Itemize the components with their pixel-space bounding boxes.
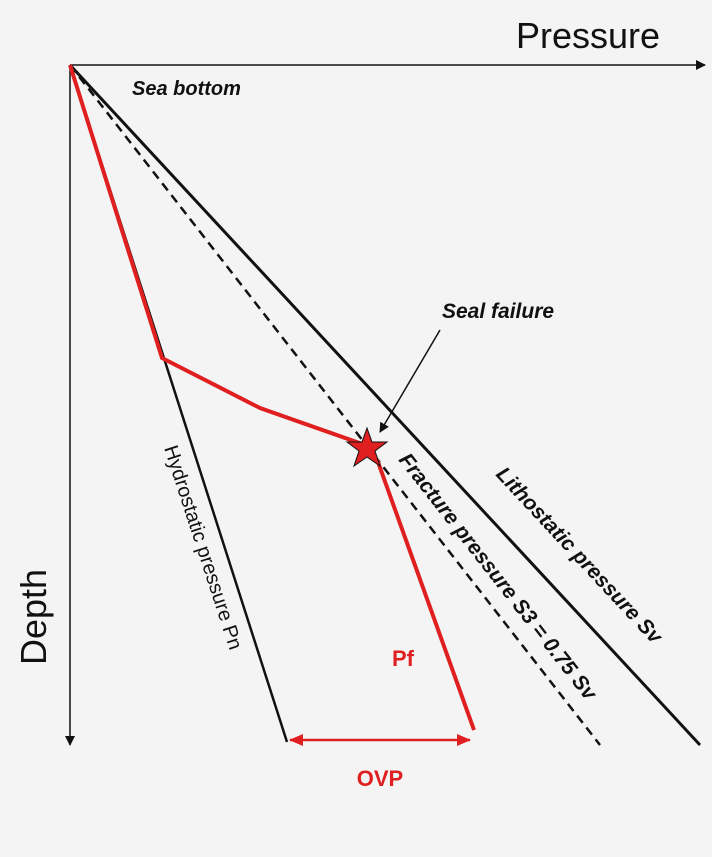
pf-label: Pf xyxy=(392,646,415,671)
pf-line xyxy=(68,64,476,731)
failure-star xyxy=(345,426,389,468)
seal-failure-label: Seal failure xyxy=(442,300,554,323)
sea-bottom-label: Sea bottom xyxy=(132,78,241,100)
y-axis-label: Depth xyxy=(13,569,54,665)
lithostatic-line xyxy=(68,63,702,747)
x-axis-label: Pressure xyxy=(516,15,660,56)
fracture-line xyxy=(69,64,601,746)
ovp-label: OVP xyxy=(357,766,403,791)
seal-arrow xyxy=(379,329,441,433)
